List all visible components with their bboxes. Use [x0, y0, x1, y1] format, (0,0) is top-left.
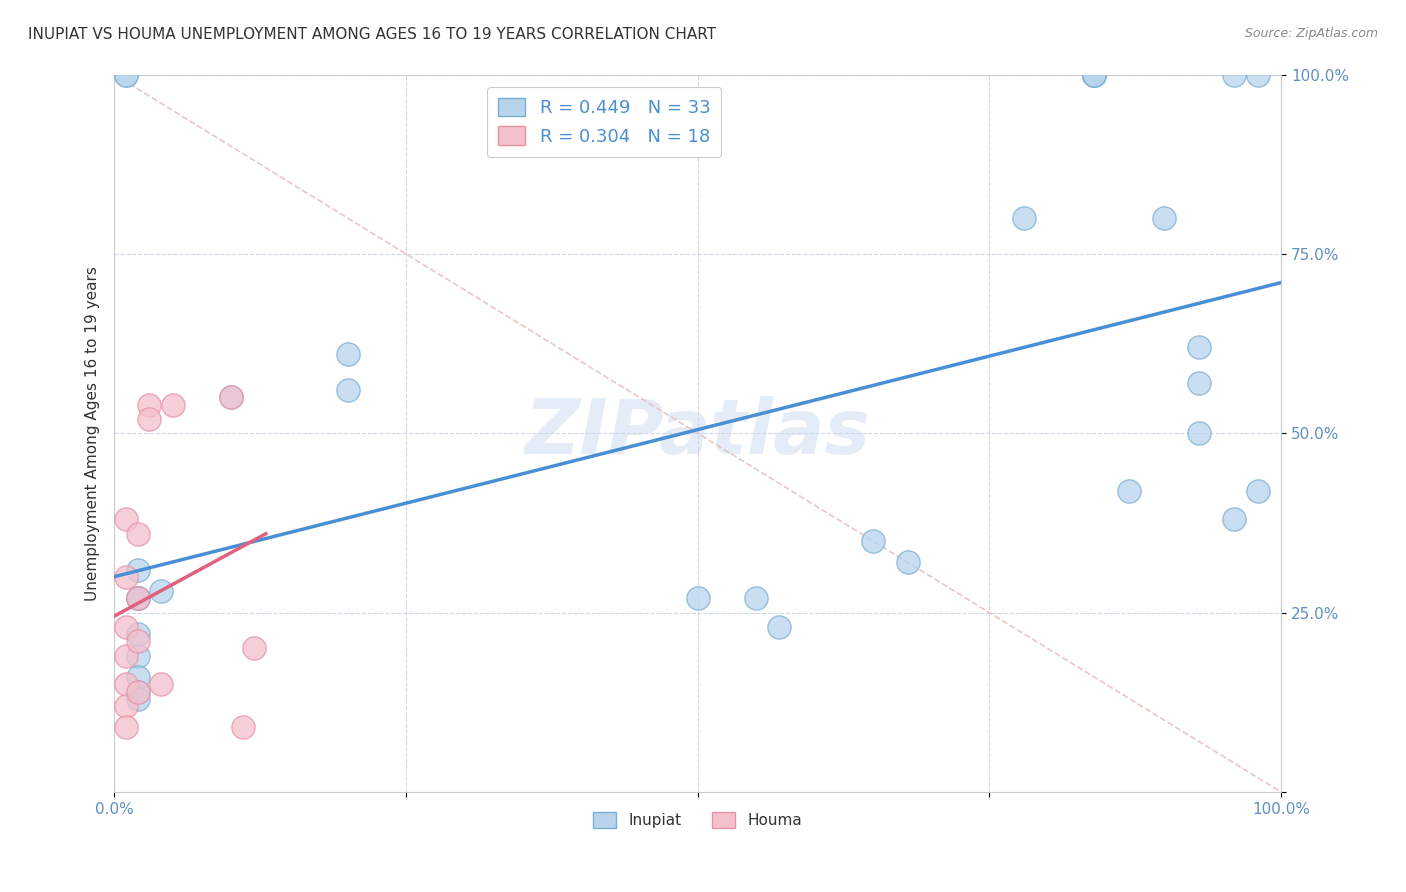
Point — [1083, 68, 1105, 82]
Point — [127, 684, 149, 698]
Point — [138, 412, 160, 426]
Point — [1188, 426, 1211, 441]
Point — [127, 591, 149, 606]
Point — [115, 570, 138, 584]
Point — [127, 691, 149, 706]
Point — [686, 591, 709, 606]
Point — [127, 670, 149, 684]
Point — [162, 398, 184, 412]
Point — [1083, 68, 1105, 82]
Point — [127, 634, 149, 648]
Point — [1223, 68, 1246, 82]
Point — [115, 720, 138, 734]
Point — [1083, 68, 1105, 82]
Point — [862, 533, 884, 548]
Point — [138, 398, 160, 412]
Point — [127, 627, 149, 641]
Point — [219, 390, 242, 404]
Point — [232, 720, 254, 734]
Legend: Inupiat, Houma: Inupiat, Houma — [588, 806, 808, 835]
Point — [1247, 68, 1270, 82]
Point — [336, 383, 359, 397]
Point — [897, 555, 920, 569]
Text: INUPIAT VS HOUMA UNEMPLOYMENT AMONG AGES 16 TO 19 YEARS CORRELATION CHART: INUPIAT VS HOUMA UNEMPLOYMENT AMONG AGES… — [28, 27, 716, 42]
Point — [127, 684, 149, 698]
Text: ZIPatlas: ZIPatlas — [524, 396, 870, 470]
Point — [115, 68, 138, 82]
Point — [149, 584, 172, 599]
Point — [127, 563, 149, 577]
Point — [336, 347, 359, 361]
Point — [219, 390, 242, 404]
Point — [115, 620, 138, 634]
Point — [1118, 483, 1140, 498]
Point — [1223, 512, 1246, 526]
Point — [115, 648, 138, 663]
Point — [115, 698, 138, 713]
Point — [115, 677, 138, 691]
Point — [149, 677, 172, 691]
Text: Source: ZipAtlas.com: Source: ZipAtlas.com — [1244, 27, 1378, 40]
Point — [243, 641, 266, 656]
Point — [127, 591, 149, 606]
Point — [127, 648, 149, 663]
Point — [127, 591, 149, 606]
Point — [115, 68, 138, 82]
Point — [115, 512, 138, 526]
Point — [1153, 211, 1175, 225]
Point — [1188, 340, 1211, 354]
Point — [1247, 483, 1270, 498]
Y-axis label: Unemployment Among Ages 16 to 19 years: Unemployment Among Ages 16 to 19 years — [86, 266, 100, 600]
Point — [1014, 211, 1036, 225]
Point — [1188, 376, 1211, 390]
Point — [1083, 68, 1105, 82]
Point — [768, 620, 790, 634]
Point — [127, 526, 149, 541]
Point — [745, 591, 768, 606]
